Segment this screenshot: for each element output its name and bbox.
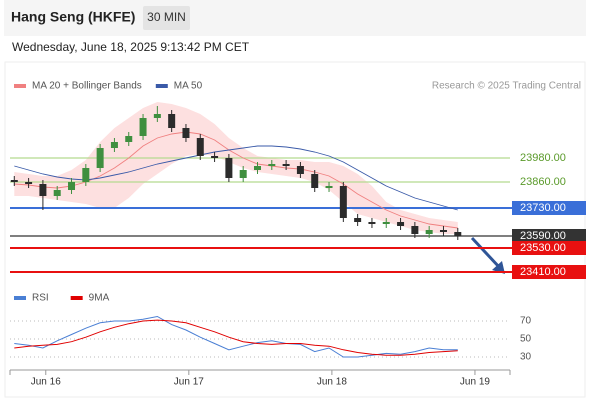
legend-label: 9MA	[89, 293, 110, 304]
candle-body	[411, 226, 419, 234]
candle-body	[454, 232, 462, 236]
candle-body	[82, 168, 90, 182]
candle-body	[253, 166, 261, 170]
y-tick-label: 70	[520, 316, 532, 327]
candle-body	[439, 230, 447, 232]
candle-body	[239, 170, 247, 178]
legend-swatch	[70, 296, 83, 300]
candle-body	[139, 118, 147, 136]
candle-body	[368, 222, 376, 224]
title: Hang Seng (HKFE)	[11, 9, 135, 25]
y-tick-label: 50	[520, 334, 532, 345]
candle-body	[110, 142, 118, 148]
candle-body	[325, 186, 333, 188]
candle-body	[196, 138, 204, 156]
level-label: 23590.00	[520, 230, 566, 242]
bollinger-band	[14, 102, 458, 234]
candle-body	[68, 182, 76, 190]
level-label-box	[512, 229, 586, 243]
legend-swatch	[14, 84, 26, 88]
level-label: 23860.00	[520, 176, 566, 188]
candle-body	[25, 182, 33, 184]
candle-body	[39, 184, 47, 196]
level-label: 23730.00	[520, 202, 566, 214]
candle-body	[282, 164, 290, 166]
interval: 30 MIN	[147, 10, 186, 24]
candle-body	[96, 148, 104, 168]
candle-body	[10, 180, 18, 182]
legend-swatch	[155, 84, 168, 88]
legend-swatch	[14, 296, 26, 300]
candle-body	[125, 136, 133, 142]
y-tick-label: 30	[520, 352, 532, 363]
x-tick-label: Jun 16	[31, 377, 61, 388]
candle-body	[211, 156, 219, 158]
candle-body	[153, 114, 161, 118]
candle-body	[53, 190, 61, 196]
rsi-line	[14, 319, 458, 356]
legend-label: MA 20 + Bollinger Bands	[32, 81, 142, 92]
credit: Research © 2025 Trading Central	[432, 81, 581, 92]
candle-body	[225, 158, 233, 178]
level-label: 23530.00	[520, 242, 566, 254]
datetime: Wednesday, June 18, 2025 9:13:42 PM CET	[12, 40, 250, 54]
level-label: 23410.00	[520, 266, 566, 278]
level-label: 23980.00	[520, 152, 566, 164]
x-tick-label: Jun 18	[317, 377, 347, 388]
rsi-line	[14, 315, 458, 358]
candle-body	[311, 174, 319, 188]
level-label-box	[512, 241, 586, 255]
legend-label: RSI	[32, 293, 49, 304]
candle-body	[168, 114, 176, 128]
candle-body	[354, 218, 362, 222]
candle-body	[397, 222, 405, 226]
x-tick-label: Jun 19	[460, 377, 490, 388]
interval-button[interactable]	[143, 6, 190, 30]
level-label-box	[512, 265, 586, 279]
forecast-arrowhead	[492, 261, 505, 274]
header-bar	[4, 0, 586, 36]
candle-body	[268, 164, 276, 166]
candle-body	[296, 166, 304, 174]
candle-body	[425, 230, 433, 234]
candle-body	[339, 186, 347, 218]
candle-body	[382, 222, 390, 224]
forecast-arrow	[470, 236, 502, 270]
x-tick-label: Jun 17	[174, 377, 204, 388]
level-label-box	[512, 201, 586, 215]
candle-body	[182, 128, 190, 138]
legend-label: MA 50	[174, 81, 203, 92]
